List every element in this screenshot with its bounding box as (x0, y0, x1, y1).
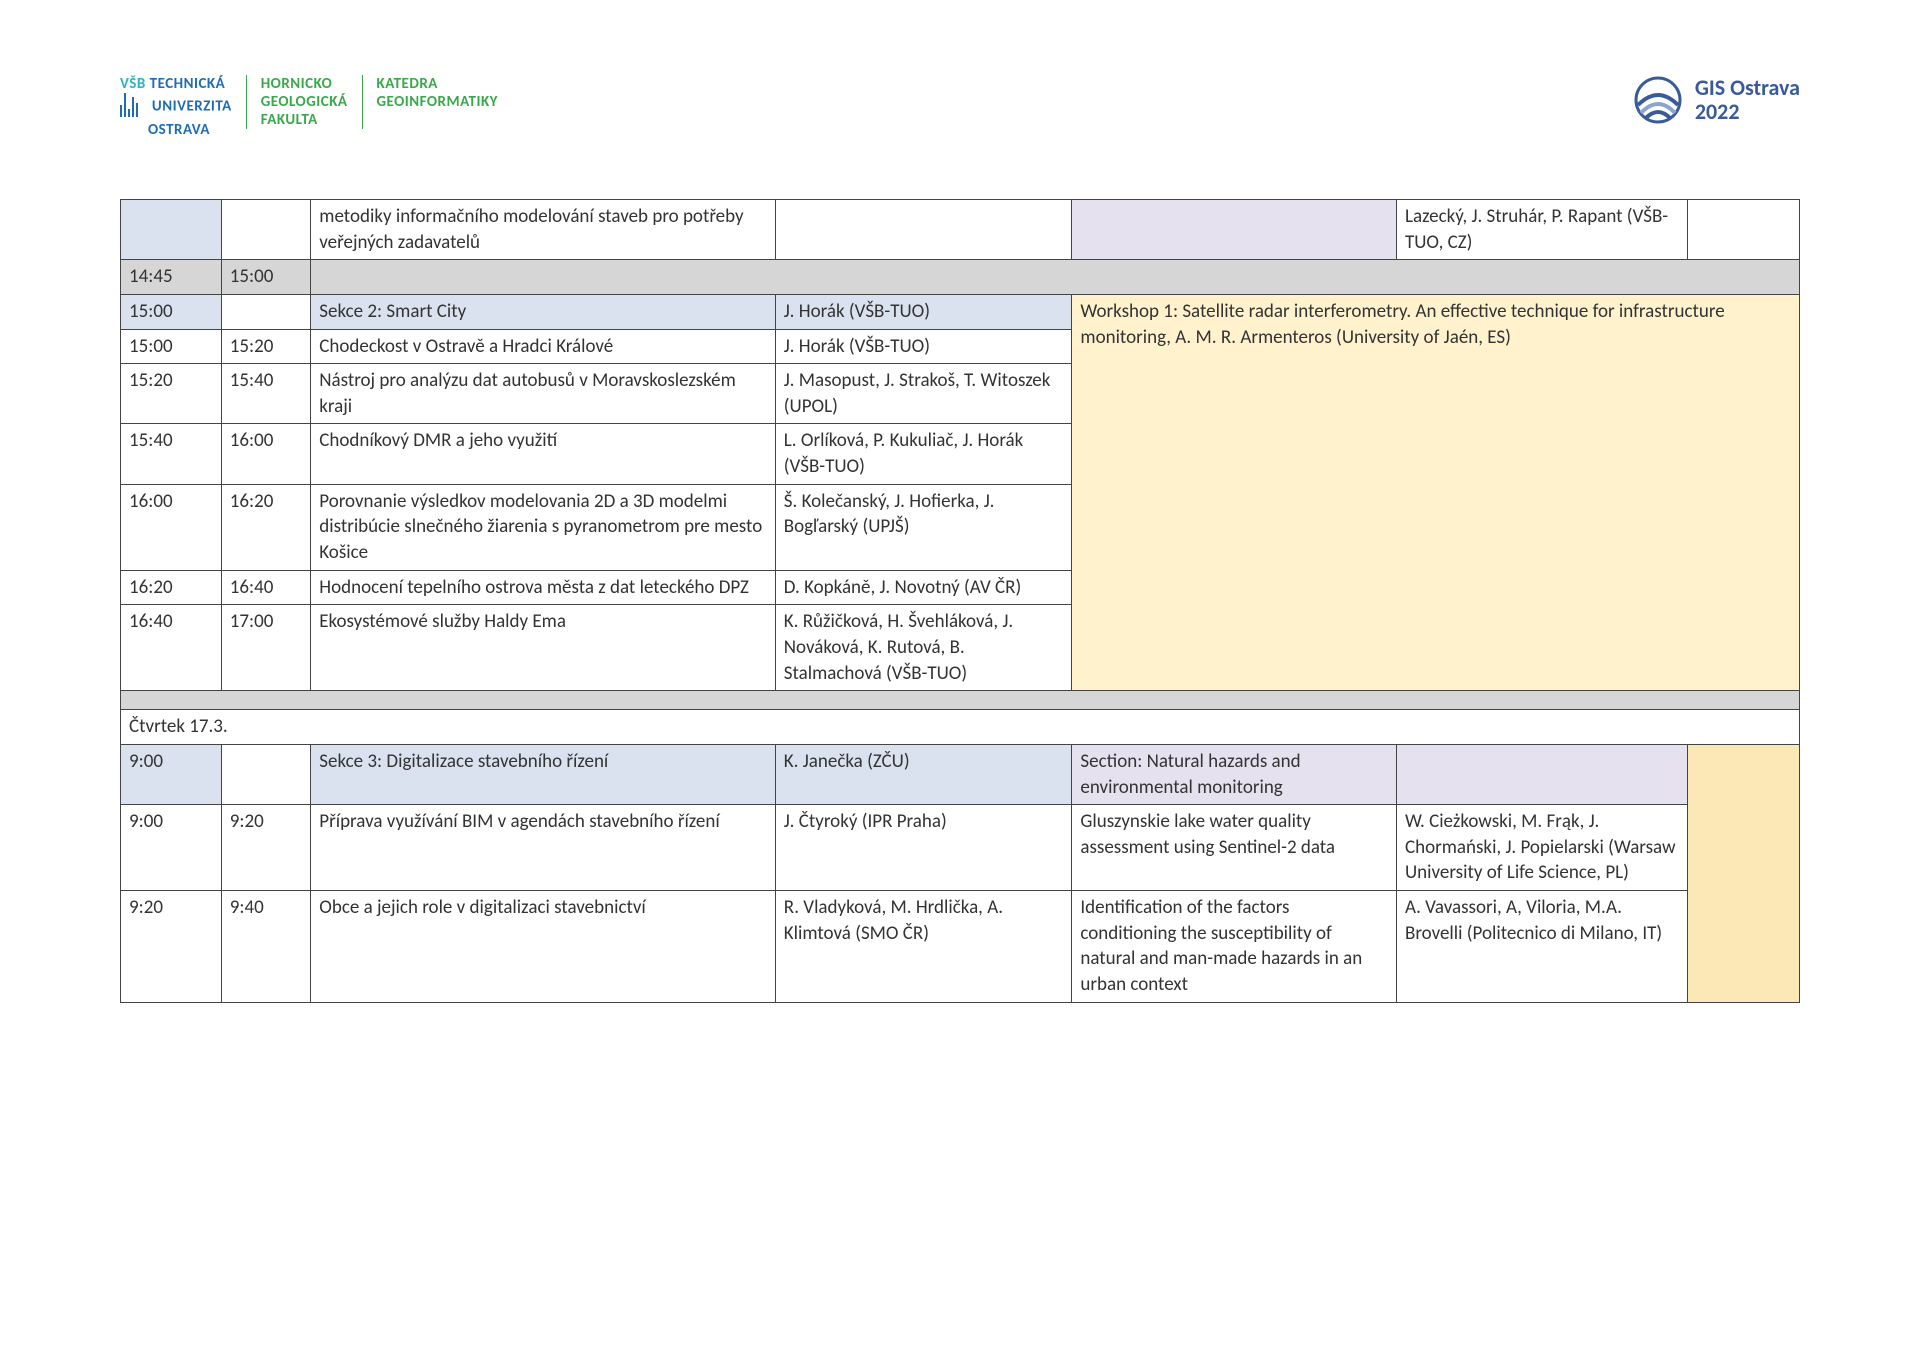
logo-divider (362, 75, 363, 129)
logo-geoinformatiky: GEOINFORMATIKY (377, 93, 498, 111)
time-start: 9:20 (121, 891, 222, 1003)
time-start: 15:00 (121, 294, 222, 329)
talk-author: K. Růžičková, H. Švehláková, J. Nováková… (775, 605, 1072, 691)
time-start: 9:00 (121, 805, 222, 891)
logo-year: 2022 (1695, 100, 1800, 124)
talk-author-right: A. Vavassori, A, Viloria, M.A. Brovelli … (1396, 891, 1687, 1003)
talk-title: Hodnocení tepelního ostrova města z dat … (311, 570, 776, 605)
talk-title: Příprava využívání BIM v agendách staveb… (311, 805, 776, 891)
talk-author: D. Kopkáně, J. Novotný (AV ČR) (775, 570, 1072, 605)
logo-technicka: TECHNICKÁ (150, 75, 226, 93)
logo-fakulta: FAKULTA (261, 111, 348, 129)
time-start: 15:00 (121, 329, 222, 364)
talk-author: Š. Kolečanský, J. Hofierka, J. Bogľarský… (775, 484, 1072, 570)
schedule-table: metodiky informačního modelování staveb … (120, 199, 1800, 1003)
time-start: 16:20 (121, 570, 222, 605)
talk-author-right: Lazecký, J. Struhár, P. Rapant (VŠB-TUO,… (1396, 200, 1687, 260)
logo-left: VŠB TECHNICKÁ UNIVERZITA OSTRAVA HORNICK… (120, 75, 498, 139)
time-end (221, 744, 311, 804)
table-row: 9:20 9:40 Obce a jejich role v digitaliz… (121, 891, 1800, 1003)
talk-author: R. Vladyková, M. Hrdlička, A. Klimtová (… (775, 891, 1072, 1003)
cell-empty (1688, 200, 1800, 260)
talk-author: L. Orlíková, P. Kukuliač, J. Horák (VŠB-… (775, 424, 1072, 484)
talk-title-right: Gluszynskie lake water quality assessmen… (1072, 805, 1397, 891)
section-header-row: 15:00 Sekce 2: Smart City J. Horák (VŠB-… (121, 294, 1800, 329)
talk-title-right: Identification of the factors conditioni… (1072, 891, 1397, 1003)
talk-title: Ekosystémové služby Haldy Ema (311, 605, 776, 691)
table-row: metodiky informačního modelování staveb … (121, 200, 1800, 260)
talk-title-right (1072, 200, 1397, 260)
logo-hornicko: HORNICKO (261, 75, 348, 93)
time-start (121, 200, 222, 260)
time-end: 15:40 (221, 364, 311, 424)
time-start: 16:40 (121, 605, 222, 691)
logo-ostrava: OSTRAVA (120, 121, 232, 139)
time-end: 16:00 (221, 424, 311, 484)
time-start: 9:00 (121, 744, 222, 804)
time-end: 9:20 (221, 805, 311, 891)
time-end: 17:00 (221, 605, 311, 691)
bars-icon (120, 93, 144, 121)
section-chair-right (1396, 744, 1687, 804)
time-end: 16:20 (221, 484, 311, 570)
time-end (221, 294, 311, 329)
logo-katedra: KATEDRA (377, 75, 498, 93)
section-chair: J. Horák (VŠB-TUO) (775, 294, 1072, 329)
talk-author: J. Horák (VŠB-TUO) (775, 329, 1072, 364)
time-start: 14:45 (121, 260, 222, 295)
table-row: 9:00 9:20 Příprava využívání BIM v agend… (121, 805, 1800, 891)
spacer-cell (121, 691, 1800, 710)
time-end: 15:20 (221, 329, 311, 364)
time-start: 15:20 (121, 364, 222, 424)
logo-divider (246, 75, 247, 129)
talk-title: Porovnanie výsledkov modelovania 2D a 3D… (311, 484, 776, 570)
side-cell (1688, 744, 1800, 1002)
day-header: Čtvrtek 17.3. (121, 710, 1800, 745)
talk-author (775, 200, 1072, 260)
talk-title: Nástroj pro analýzu dat autobusů v Morav… (311, 364, 776, 424)
section-chair: K. Janečka (ZČU) (775, 744, 1072, 804)
time-end: 9:40 (221, 891, 311, 1003)
section-title-right: Section: Natural hazards and environment… (1072, 744, 1397, 804)
section-header-row: 9:00 Sekce 3: Digitalizace stavebního ří… (121, 744, 1800, 804)
workshop-cell: Workshop 1: Satellite radar interferomet… (1072, 294, 1800, 690)
talk-author: J. Čtyroký (IPR Praha) (775, 805, 1072, 891)
logo-vsb: VŠB (120, 75, 146, 93)
time-end: 15:00 (221, 260, 311, 295)
section-title: Sekce 2: Smart City (311, 294, 776, 329)
globe-icon (1633, 75, 1683, 125)
talk-title: Chodeckost v Ostravě a Hradci Králové (311, 329, 776, 364)
time-start: 16:00 (121, 484, 222, 570)
time-end: 16:40 (221, 570, 311, 605)
section-title: Sekce 3: Digitalizace stavebního řízení (311, 744, 776, 804)
day-header-row: Čtvrtek 17.3. (121, 710, 1800, 745)
page-header: VŠB TECHNICKÁ UNIVERZITA OSTRAVA HORNICK… (120, 75, 1800, 139)
time-end (221, 200, 311, 260)
talk-title: Chodníkový DMR a jeho využití (311, 424, 776, 484)
talk-author-right: W. Cieżkowski, M. Frąk, J. Chormański, J… (1396, 805, 1687, 891)
logo-univerzita: UNIVERZITA (152, 98, 232, 116)
logo-geologicka: GEOLOGICKÁ (261, 93, 348, 111)
talk-title: metodiky informačního modelování staveb … (311, 200, 776, 260)
logo-right: GIS Ostrava 2022 (1633, 75, 1800, 125)
spacer-row (121, 691, 1800, 710)
talk-author: J. Masopust, J. Strakoš, T. Witoszek (UP… (775, 364, 1072, 424)
time-start: 15:40 (121, 424, 222, 484)
logo-gis-ostrava: GIS Ostrava (1695, 76, 1800, 100)
talk-title: Obce a jejich role v digitalizaci staveb… (311, 891, 776, 1003)
break-cell (311, 260, 1800, 295)
break-row: 14:45 15:00 (121, 260, 1800, 295)
